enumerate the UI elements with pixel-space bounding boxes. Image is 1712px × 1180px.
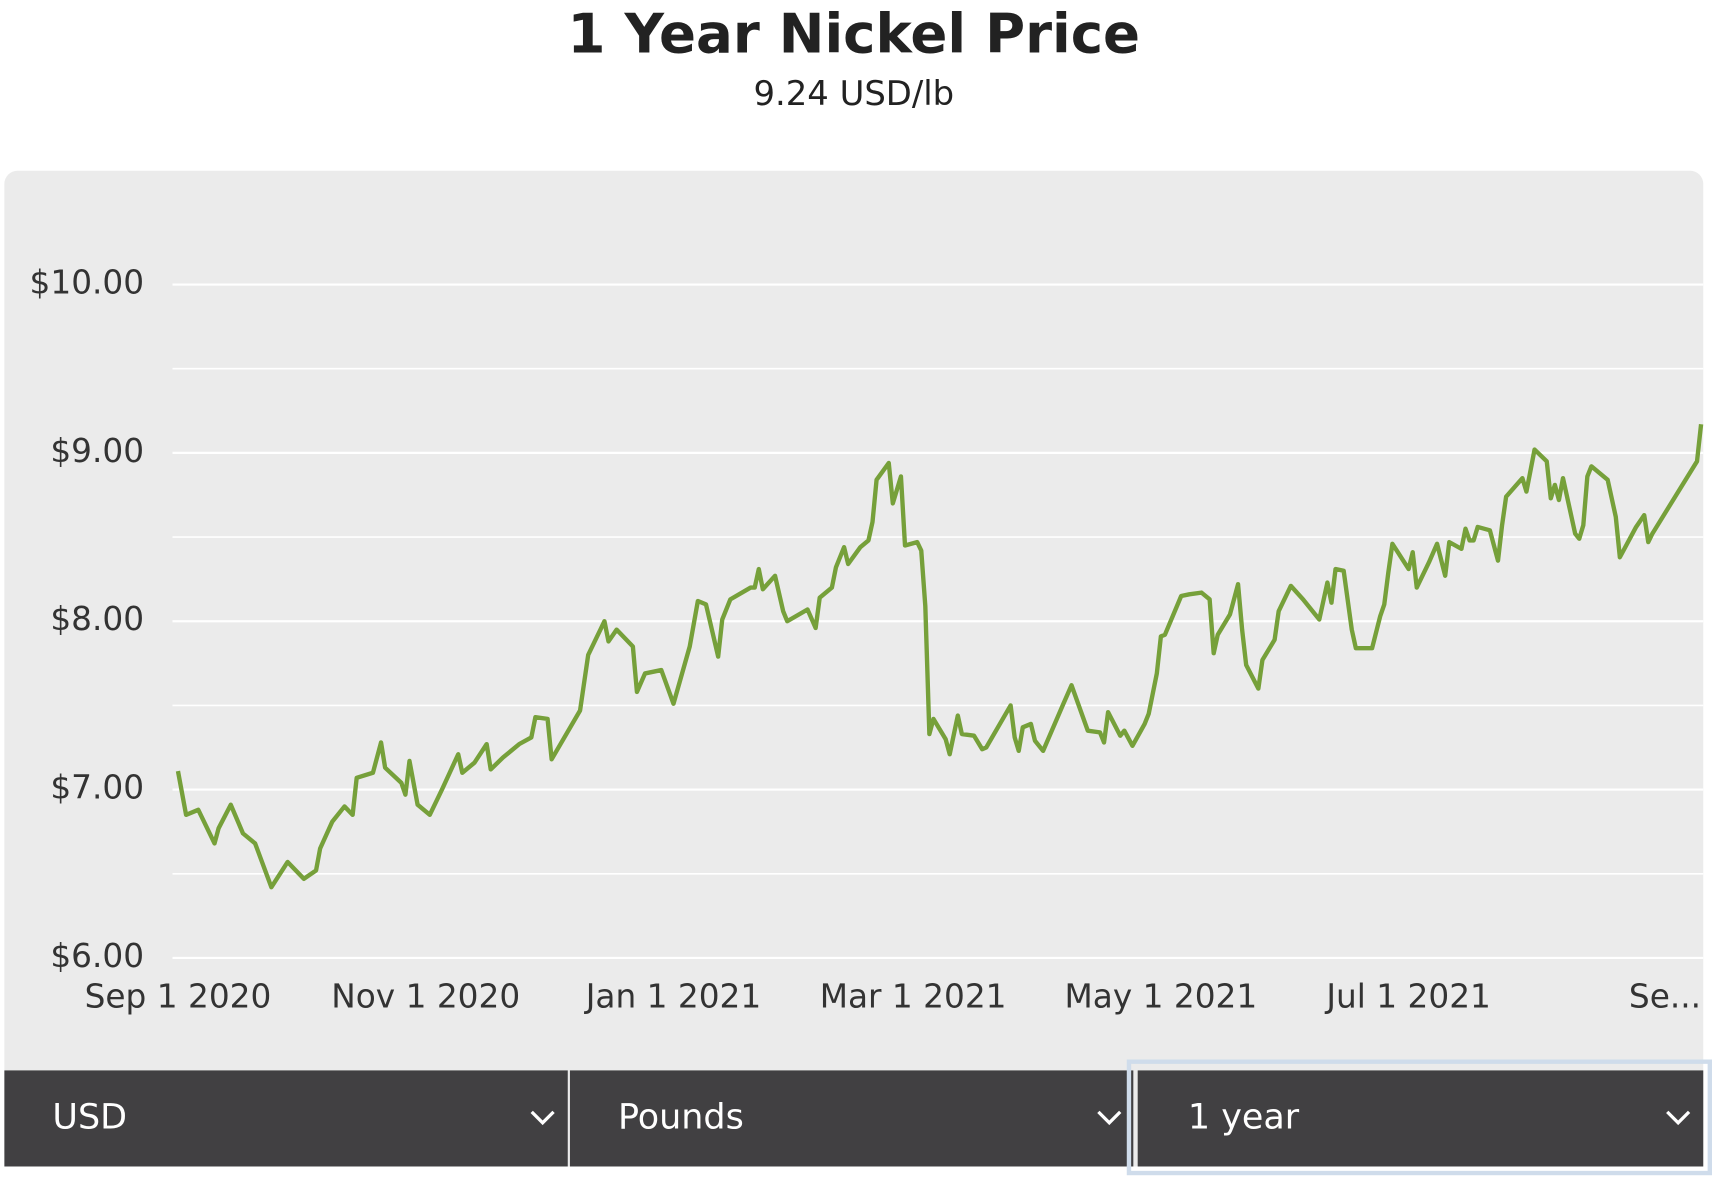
x-tick-label: Se... bbox=[1629, 977, 1701, 1015]
x-tick-label: Jan 1 2021 bbox=[584, 977, 762, 1015]
dropdown[interactable] bbox=[4, 1070, 568, 1167]
focus-ring bbox=[1126, 1059, 1712, 1176]
x-tick-label: Sep 1 2020 bbox=[85, 977, 272, 1015]
y-tick-label: $8.00 bbox=[50, 600, 144, 638]
price-line bbox=[175, 424, 1704, 890]
y-tick-label: $10.00 bbox=[30, 264, 145, 302]
chevron[interactable] bbox=[1666, 1110, 1691, 1126]
chevron[interactable] bbox=[1097, 1110, 1122, 1126]
dropdown-label[interactable]: USD bbox=[52, 1097, 127, 1137]
y-tick-label: $6.00 bbox=[50, 937, 144, 975]
dropdown-label[interactable]: Pounds bbox=[618, 1097, 744, 1137]
grid: $6.00 $7.00 $8.00 $9.00 $10.00 Sep 1 2020 Nov … bbox=[30, 264, 1704, 1015]
chart-title: 1 Year Nickel Price bbox=[568, 2, 1141, 66]
plot bbox=[175, 424, 1704, 890]
controls: USD Pounds 1 year bbox=[4, 1059, 1712, 1176]
plot-background bbox=[4, 170, 1704, 1167]
chart-subtitle: 9.24 USD/lb bbox=[754, 74, 955, 113]
x-tick-label: May 1 2021 bbox=[1065, 977, 1258, 1015]
x-tick-label: Nov 1 2020 bbox=[331, 977, 520, 1015]
dropdown[interactable] bbox=[569, 1070, 1134, 1167]
chevron[interactable] bbox=[530, 1110, 555, 1126]
y-tick-label: $9.00 bbox=[50, 432, 144, 470]
y-tick-label: $7.00 bbox=[50, 769, 144, 807]
x-tick-label: Jul 1 2021 bbox=[1324, 977, 1491, 1015]
x-tick-label: Mar 1 2021 bbox=[820, 977, 1007, 1015]
dropdown[interactable] bbox=[1137, 1070, 1704, 1167]
dropdown-label[interactable]: 1 year bbox=[1188, 1097, 1300, 1137]
